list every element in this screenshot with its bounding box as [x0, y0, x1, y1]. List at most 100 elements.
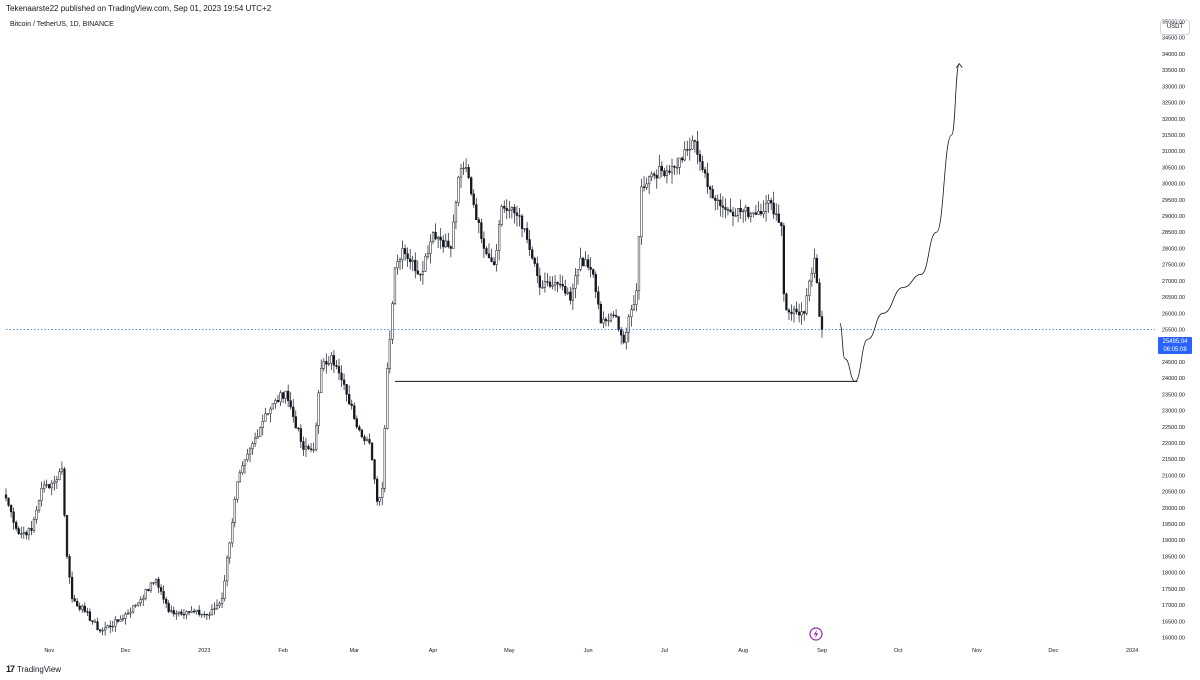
candle-body — [58, 471, 61, 480]
candle-body — [20, 533, 23, 535]
symbol-label[interactable]: Bitcoin / TetherUS, 1D, BINANCE — [10, 21, 114, 28]
candle-body — [198, 609, 201, 615]
candle-body — [421, 271, 425, 275]
x-tick-label: Jul — [661, 648, 668, 654]
candle-body — [803, 311, 806, 314]
time-axis[interactable]: Nov Dec 2023 Feb Mar Apr May Jun Jul Aug Sep Oct Nov… — [44, 648, 1138, 654]
candle — [365, 436, 369, 442]
candle — [378, 497, 381, 507]
candle-body — [586, 259, 590, 268]
candle — [37, 499, 41, 514]
candle-body — [340, 372, 343, 381]
candle-body — [302, 441, 305, 450]
candle — [213, 602, 216, 615]
candle-body — [271, 403, 275, 410]
candle-body — [294, 416, 297, 429]
candle-body — [467, 167, 470, 178]
candle — [358, 424, 361, 432]
candle-body — [597, 291, 600, 305]
candle — [434, 223, 437, 241]
candle — [60, 461, 64, 475]
candle — [543, 272, 547, 293]
candle-body — [701, 161, 704, 170]
x-tick-label: Dec — [1048, 648, 1058, 654]
candle-body — [142, 597, 145, 600]
candle — [154, 578, 158, 586]
candle-body — [309, 448, 313, 450]
candle-body — [647, 176, 651, 185]
candle-body — [386, 368, 389, 429]
candle-body — [98, 629, 102, 632]
lightning-icon[interactable] — [809, 627, 823, 641]
candle — [55, 476, 58, 489]
candle — [391, 301, 394, 345]
drawing-layer — [6, 62, 1155, 382]
candle — [414, 252, 417, 279]
y-tick-label: 17500.00 — [1162, 587, 1185, 593]
candle-body — [523, 228, 526, 230]
candle-body — [388, 339, 391, 369]
candle-body — [538, 275, 541, 288]
candle — [297, 426, 300, 432]
candle — [269, 406, 272, 423]
candle — [172, 606, 175, 617]
y-tick-label: 34500.00 — [1162, 36, 1185, 42]
candle — [691, 135, 694, 151]
candle — [500, 204, 503, 227]
candle — [116, 619, 119, 624]
candle-body — [495, 250, 498, 265]
candle-body — [192, 610, 196, 613]
x-tick-label: Jun — [584, 648, 593, 654]
candle-body — [363, 436, 366, 441]
candle-body — [325, 361, 328, 365]
candle-body — [332, 355, 336, 366]
candle-body — [304, 446, 308, 450]
candle — [503, 200, 506, 214]
candle — [686, 140, 689, 156]
candle — [665, 165, 669, 184]
candle — [419, 273, 422, 282]
candle — [747, 206, 750, 220]
y-tick-label: 20000.00 — [1162, 506, 1185, 512]
candle — [693, 139, 697, 153]
candle — [553, 275, 557, 291]
candle — [25, 530, 28, 540]
currency-button[interactable]: USDT — [1160, 20, 1190, 35]
candle-body — [365, 439, 369, 441]
candle — [724, 198, 727, 219]
candle — [632, 295, 636, 311]
candle-body — [518, 215, 521, 217]
candle — [32, 516, 36, 534]
candle-body — [378, 497, 381, 502]
candle-body — [281, 392, 285, 399]
candle-body — [620, 329, 623, 336]
tradingview-brand[interactable]: 17 TradingView — [6, 664, 61, 674]
candle-body — [650, 173, 653, 178]
candle-body — [625, 332, 628, 343]
candle — [177, 611, 180, 617]
candle — [594, 271, 597, 299]
candle-body — [220, 598, 224, 604]
candle — [757, 201, 760, 216]
candle-body — [241, 465, 244, 474]
x-tick-label: Sep — [817, 648, 827, 654]
candle-body — [299, 428, 303, 442]
candle — [808, 279, 811, 302]
candle-body — [126, 612, 130, 615]
candle-body — [602, 318, 605, 324]
candle — [180, 609, 183, 616]
candle — [670, 158, 674, 184]
candle — [637, 236, 641, 300]
candle-body — [711, 189, 714, 199]
candle-body — [175, 613, 178, 615]
candle-body — [231, 522, 234, 544]
candle-body — [403, 248, 407, 254]
candle — [510, 206, 514, 219]
candle — [58, 468, 61, 481]
candle-body — [383, 428, 386, 489]
candle-body — [86, 611, 89, 613]
price-axis[interactable]: 16000.00 16500.00 17000.00 17500.00 18000.00… — [1162, 19, 1185, 641]
candle — [742, 208, 745, 223]
candle-body — [279, 392, 282, 402]
